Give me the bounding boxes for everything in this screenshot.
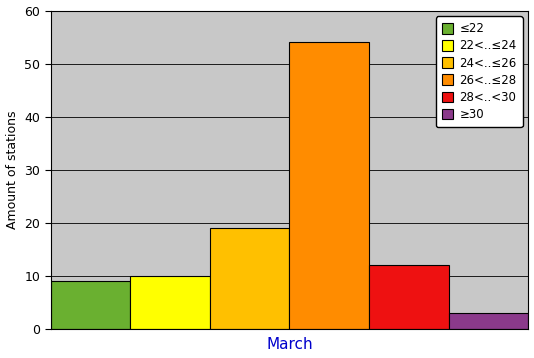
Bar (449, 313, 529, 329)
Bar (289, 42, 369, 329)
Bar (369, 265, 449, 329)
Bar (130, 276, 210, 329)
Bar (51, 281, 130, 329)
X-axis label: March: March (266, 338, 313, 352)
Y-axis label: Amount of stations: Amount of stations (5, 111, 19, 229)
Legend: ≤22, 22<..≤24, 24<..≤26, 26<..≤28, 28<..<30, ≥30: ≤22, 22<..≤24, 24<..≤26, 26<..≤28, 28<..… (436, 16, 523, 127)
Bar (210, 228, 289, 329)
